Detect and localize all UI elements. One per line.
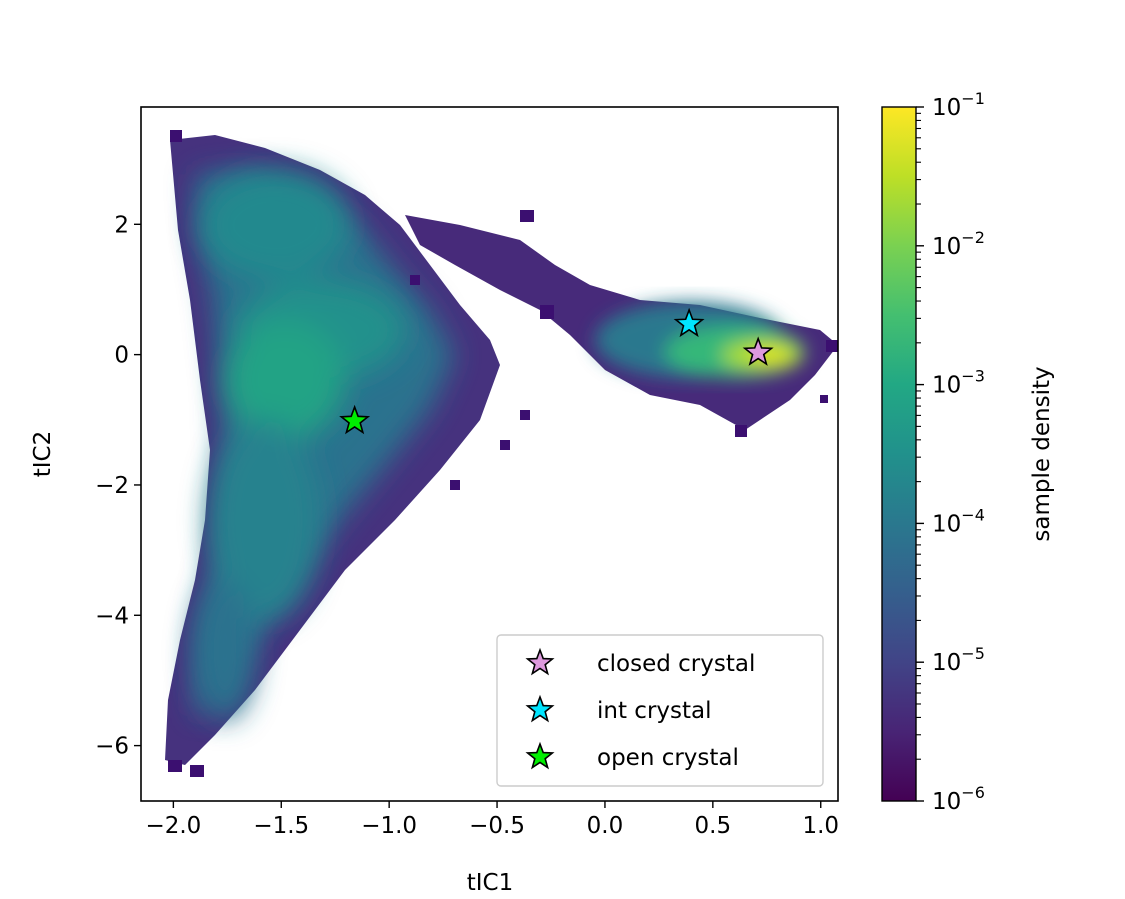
colorbar-tick-label: 10−5 [932, 644, 985, 676]
legend-entry: int crystal [597, 698, 712, 724]
x-axis: −2.0 −1.5 −1.0 −0.5 0.0 0.5 1.0 [145, 801, 839, 839]
x-tick-label: −1.5 [253, 813, 309, 839]
colorbar-tick-label: 10−4 [932, 505, 985, 537]
y-tick-label: −6 [95, 734, 129, 760]
density-glow-top [200, 170, 350, 280]
colorbar-tick-label: 10−3 [932, 367, 985, 399]
colorbar-tick-label: 10−2 [932, 228, 985, 260]
colorbar: 10−1 10−2 10−3 10−4 10−5 10−6 sample density [881, 89, 1055, 815]
colorbar-gradient [882, 107, 916, 801]
density-glow-tail [195, 580, 255, 720]
colorbar-tick-label: 10−1 [932, 89, 985, 121]
colorbar-frame [881, 106, 917, 802]
density-glow-lower [210, 420, 320, 620]
x-tick-label: 0.5 [695, 813, 732, 839]
x-tick-label: −1.0 [361, 813, 417, 839]
legend: closed crystal int crystal open crystal [496, 634, 824, 787]
y-tick-label: 2 [114, 212, 129, 238]
legend-marker [525, 647, 555, 676]
x-axis-label: tIC1 [467, 870, 514, 896]
y-axis-label: tIC2 [30, 431, 56, 478]
legend-marker [525, 741, 555, 770]
marker-int-crystal [673, 307, 705, 338]
colorbar-label: sample density [1029, 366, 1055, 541]
marker-open-crystal [339, 404, 371, 435]
legend-entry: closed crystal [597, 651, 755, 677]
x-tick-label: 1.0 [802, 813, 839, 839]
legend-entry: open crystal [597, 745, 739, 771]
legend-box [496, 634, 824, 787]
crystal-markers [339, 307, 774, 435]
density-edge-cells [168, 130, 838, 777]
y-tick-label: −4 [95, 603, 129, 629]
plot-frame [140, 106, 839, 802]
legend-marker [525, 694, 555, 723]
density-glow-center2 [225, 320, 345, 440]
y-tick-label: 0 [114, 343, 129, 369]
marker-closed-crystal [742, 336, 774, 366]
x-tick-label: 0.0 [587, 813, 624, 839]
x-tick-label: −0.5 [469, 813, 525, 839]
y-tick-label: −2 [95, 473, 129, 499]
y-axis: 2 0 −2 −4 −6 [95, 212, 141, 760]
colorbar-tick-label: 10−6 [932, 783, 985, 815]
density-heatmap [165, 130, 838, 777]
x-tick-label: −2.0 [145, 813, 201, 839]
